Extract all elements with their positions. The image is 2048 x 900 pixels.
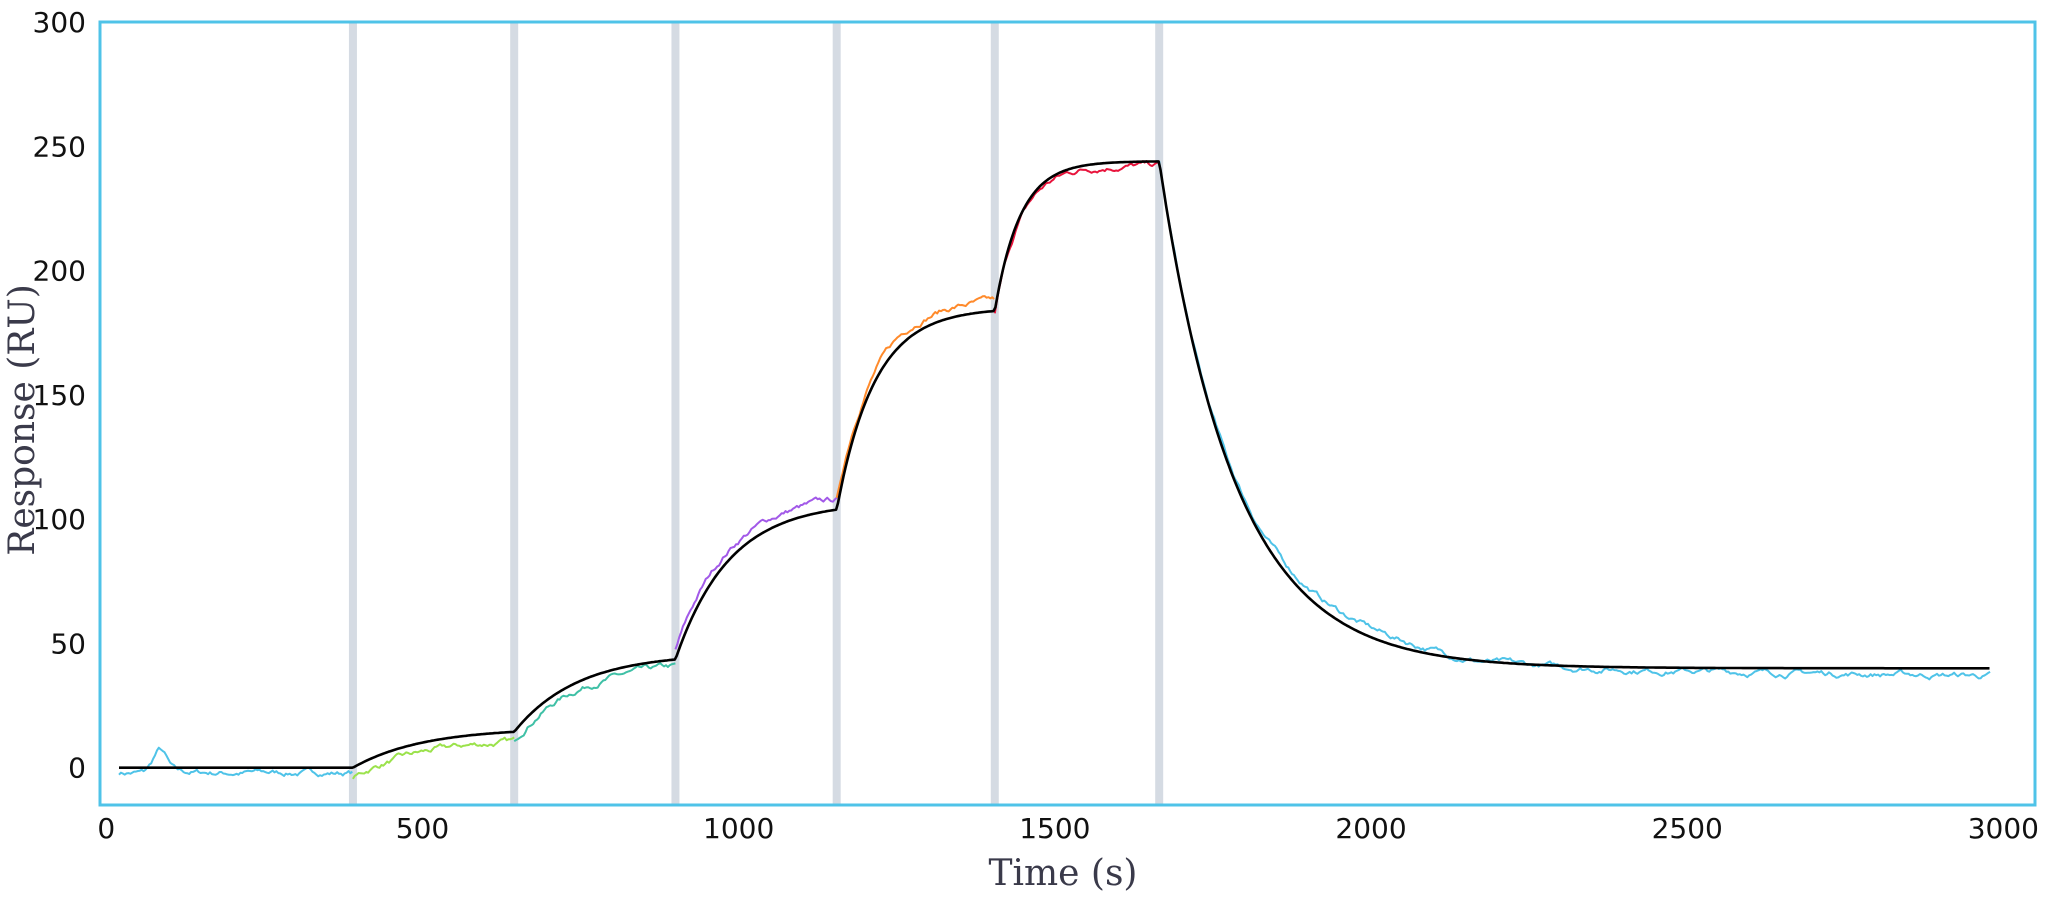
injection-marker-4 bbox=[832, 22, 841, 805]
x-axis-title: Time (s) bbox=[989, 853, 1138, 894]
fit-curve bbox=[119, 160, 1990, 769]
x-tick-label: 0 bbox=[97, 812, 115, 845]
x-tick-label: 2000 bbox=[1335, 812, 1406, 845]
x-tick-label: 1000 bbox=[703, 812, 774, 845]
association-trace-3 bbox=[674, 496, 838, 650]
association-trace-5 bbox=[993, 160, 1159, 314]
y-tick-label: 300 bbox=[33, 6, 86, 39]
injection-marker-6 bbox=[1155, 22, 1164, 805]
y-tick-label: 200 bbox=[33, 255, 86, 288]
x-tick-label: 1500 bbox=[1019, 812, 1090, 845]
association-trace-4 bbox=[835, 295, 995, 499]
injection-marker-1 bbox=[348, 22, 357, 805]
association-trace-2 bbox=[513, 662, 676, 743]
y-tick-label: 0 bbox=[68, 752, 86, 785]
injection-marker-5 bbox=[990, 22, 999, 805]
baseline-trace bbox=[118, 746, 353, 778]
y-axis-title: Response (RU) bbox=[2, 284, 43, 556]
injection-marker-3 bbox=[671, 22, 680, 805]
y-tick-label: 150 bbox=[33, 379, 86, 412]
dissociation-trace bbox=[1158, 161, 1991, 681]
y-tick-label: 100 bbox=[33, 503, 86, 536]
x-tick-label: 3000 bbox=[1968, 812, 2039, 845]
y-tick-label: 250 bbox=[33, 130, 86, 163]
y-tick-label: 50 bbox=[50, 627, 86, 660]
association-trace-1 bbox=[352, 736, 515, 780]
plot-frame bbox=[98, 20, 2037, 807]
x-tick-label: 2500 bbox=[1652, 812, 1723, 845]
injection-marker-2 bbox=[510, 22, 519, 805]
x-tick-label: 500 bbox=[396, 812, 449, 845]
